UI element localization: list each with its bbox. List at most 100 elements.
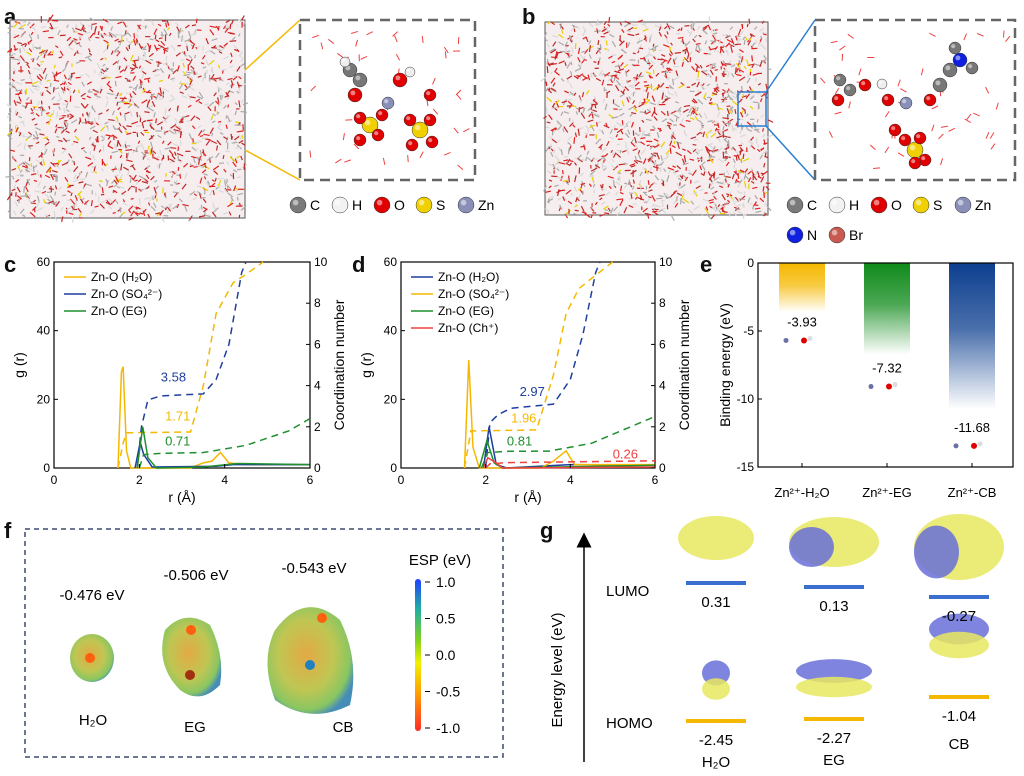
atom [858,78,872,92]
y2-tick-label: 4 [314,379,321,393]
water-stick [938,133,944,140]
y-tick-label: 20 [37,392,51,406]
water-stick [839,45,846,51]
water-stick [847,33,854,39]
y2-tick-label: 2 [314,420,321,434]
y-axis-label: g (r) [11,352,27,378]
y-tick-label: 0 [43,461,50,475]
homo-isosurface-negative [702,660,730,686]
y2-tick-label: 6 [659,337,666,351]
legend-label: Zn-O (EG) [91,304,147,318]
water-stick [432,108,439,115]
water-stick [336,52,344,58]
oxygen-atom [186,625,196,635]
colorbar-tick-label: -0.5 [436,684,460,700]
atom [392,72,408,88]
category-label: Zn²⁺-EG [862,485,911,500]
water-stick [394,35,398,43]
cn-line-1 [463,261,614,469]
molecule-label: CB [949,736,970,753]
cn-line-1 [136,261,247,469]
atom-legend-swatch-zn [954,196,972,214]
cn-line-0 [117,261,264,469]
atom [881,93,895,107]
esp-value-h2o: -0.476 eV [59,587,124,604]
bar-value-label: -3.93 [787,314,817,329]
atom-legend-label: N [807,227,817,243]
y-tick-label: 20 [384,392,398,406]
lumo-isosurface-negative [789,527,834,567]
cn-value-label: 1.71 [165,409,190,424]
water-stick [457,164,464,171]
y2-tick-label: 10 [314,255,328,269]
water-stick [463,128,470,133]
bar-value-label: -7.32 [872,361,902,376]
water-stick [382,157,386,165]
atom-legend-label: C [310,197,320,213]
water-stick [453,127,459,134]
atom [405,138,419,152]
molecule-label-cb: CB [333,719,354,736]
atom [965,61,979,75]
oxygen-atom [185,670,195,680]
y-tick-label: -15 [737,460,755,474]
water-stick [443,46,449,54]
molecule-label-h2o: H₂O [79,712,107,729]
water-stick [828,131,833,138]
hydrogen-atom [807,335,813,341]
cn-value-label: 2.97 [520,384,545,399]
esp-value-eg: -0.506 eV [163,567,228,584]
colorbar-tick-label: 0.0 [436,647,456,663]
water-stick [328,38,335,45]
colorbar-tick-label: 0.5 [436,611,456,627]
atom [375,108,389,122]
lumo-value: 0.13 [819,598,848,615]
atom-legend-swatch-c [289,196,307,214]
plot-frame [757,262,1014,468]
y-tick-label: 60 [37,255,51,269]
zoom-connector-line [765,19,816,93]
binding-energy-chart: -3.93 Zn²⁺-H₂O -7.32 Zn²⁺-EG -11.68 Zn²⁺-CB 0 -… [717,256,1014,500]
atom [923,93,937,107]
x-tick-label: 6 [652,473,659,487]
lumo-value: -0.27 [942,608,976,625]
atom-legend-b: C H O S Zn N Br [786,196,991,244]
water-stick [407,155,409,163]
zn-ion [868,384,874,390]
atom [833,73,847,87]
y-tick-label: -5 [743,324,754,338]
hydrogen-atom [977,441,983,447]
colorbar-ticks: 1.0 0.5 0.0 -0.5 -1.0 [425,574,460,736]
hydrogen-atom [892,382,898,388]
atom [876,78,888,90]
homo-value: -1.04 [942,708,976,725]
y-tick-label: 0 [747,256,754,270]
cn-line-2 [138,417,311,469]
water-stick [834,111,842,115]
atom-legend-label: C [807,197,817,213]
water-stick [355,39,359,47]
x-tick-label: 2 [482,473,489,487]
y-tick-label: -10 [737,392,755,406]
atom [913,131,927,145]
atom-legend-label: O [394,197,405,213]
bar-value-label: -11.68 [954,420,990,435]
atom [353,111,367,125]
water-stick [342,133,345,141]
water-stick [392,31,398,37]
atom-legend-swatch-s [912,196,930,214]
water-stick [931,105,939,110]
cn-value-label: 0.71 [165,433,190,448]
esp-surface-eg [162,617,222,697]
water-stick [985,131,990,139]
panel-g: Energy level (eV) LUMO HOMO 0.31 -2.45 H₂O… [549,514,1004,771]
y2-axis-label: Coordination number [331,299,347,430]
water-stick [820,77,826,84]
atom [899,96,913,110]
water-stick [858,68,862,76]
y2-tick-label: 4 [659,379,666,393]
y-tick-label: 40 [384,324,398,338]
panel-b: C H O S Zn N Br [540,16,1017,244]
colorbar-title: ESP (eV) [409,552,471,569]
bar-1 [864,263,910,355]
